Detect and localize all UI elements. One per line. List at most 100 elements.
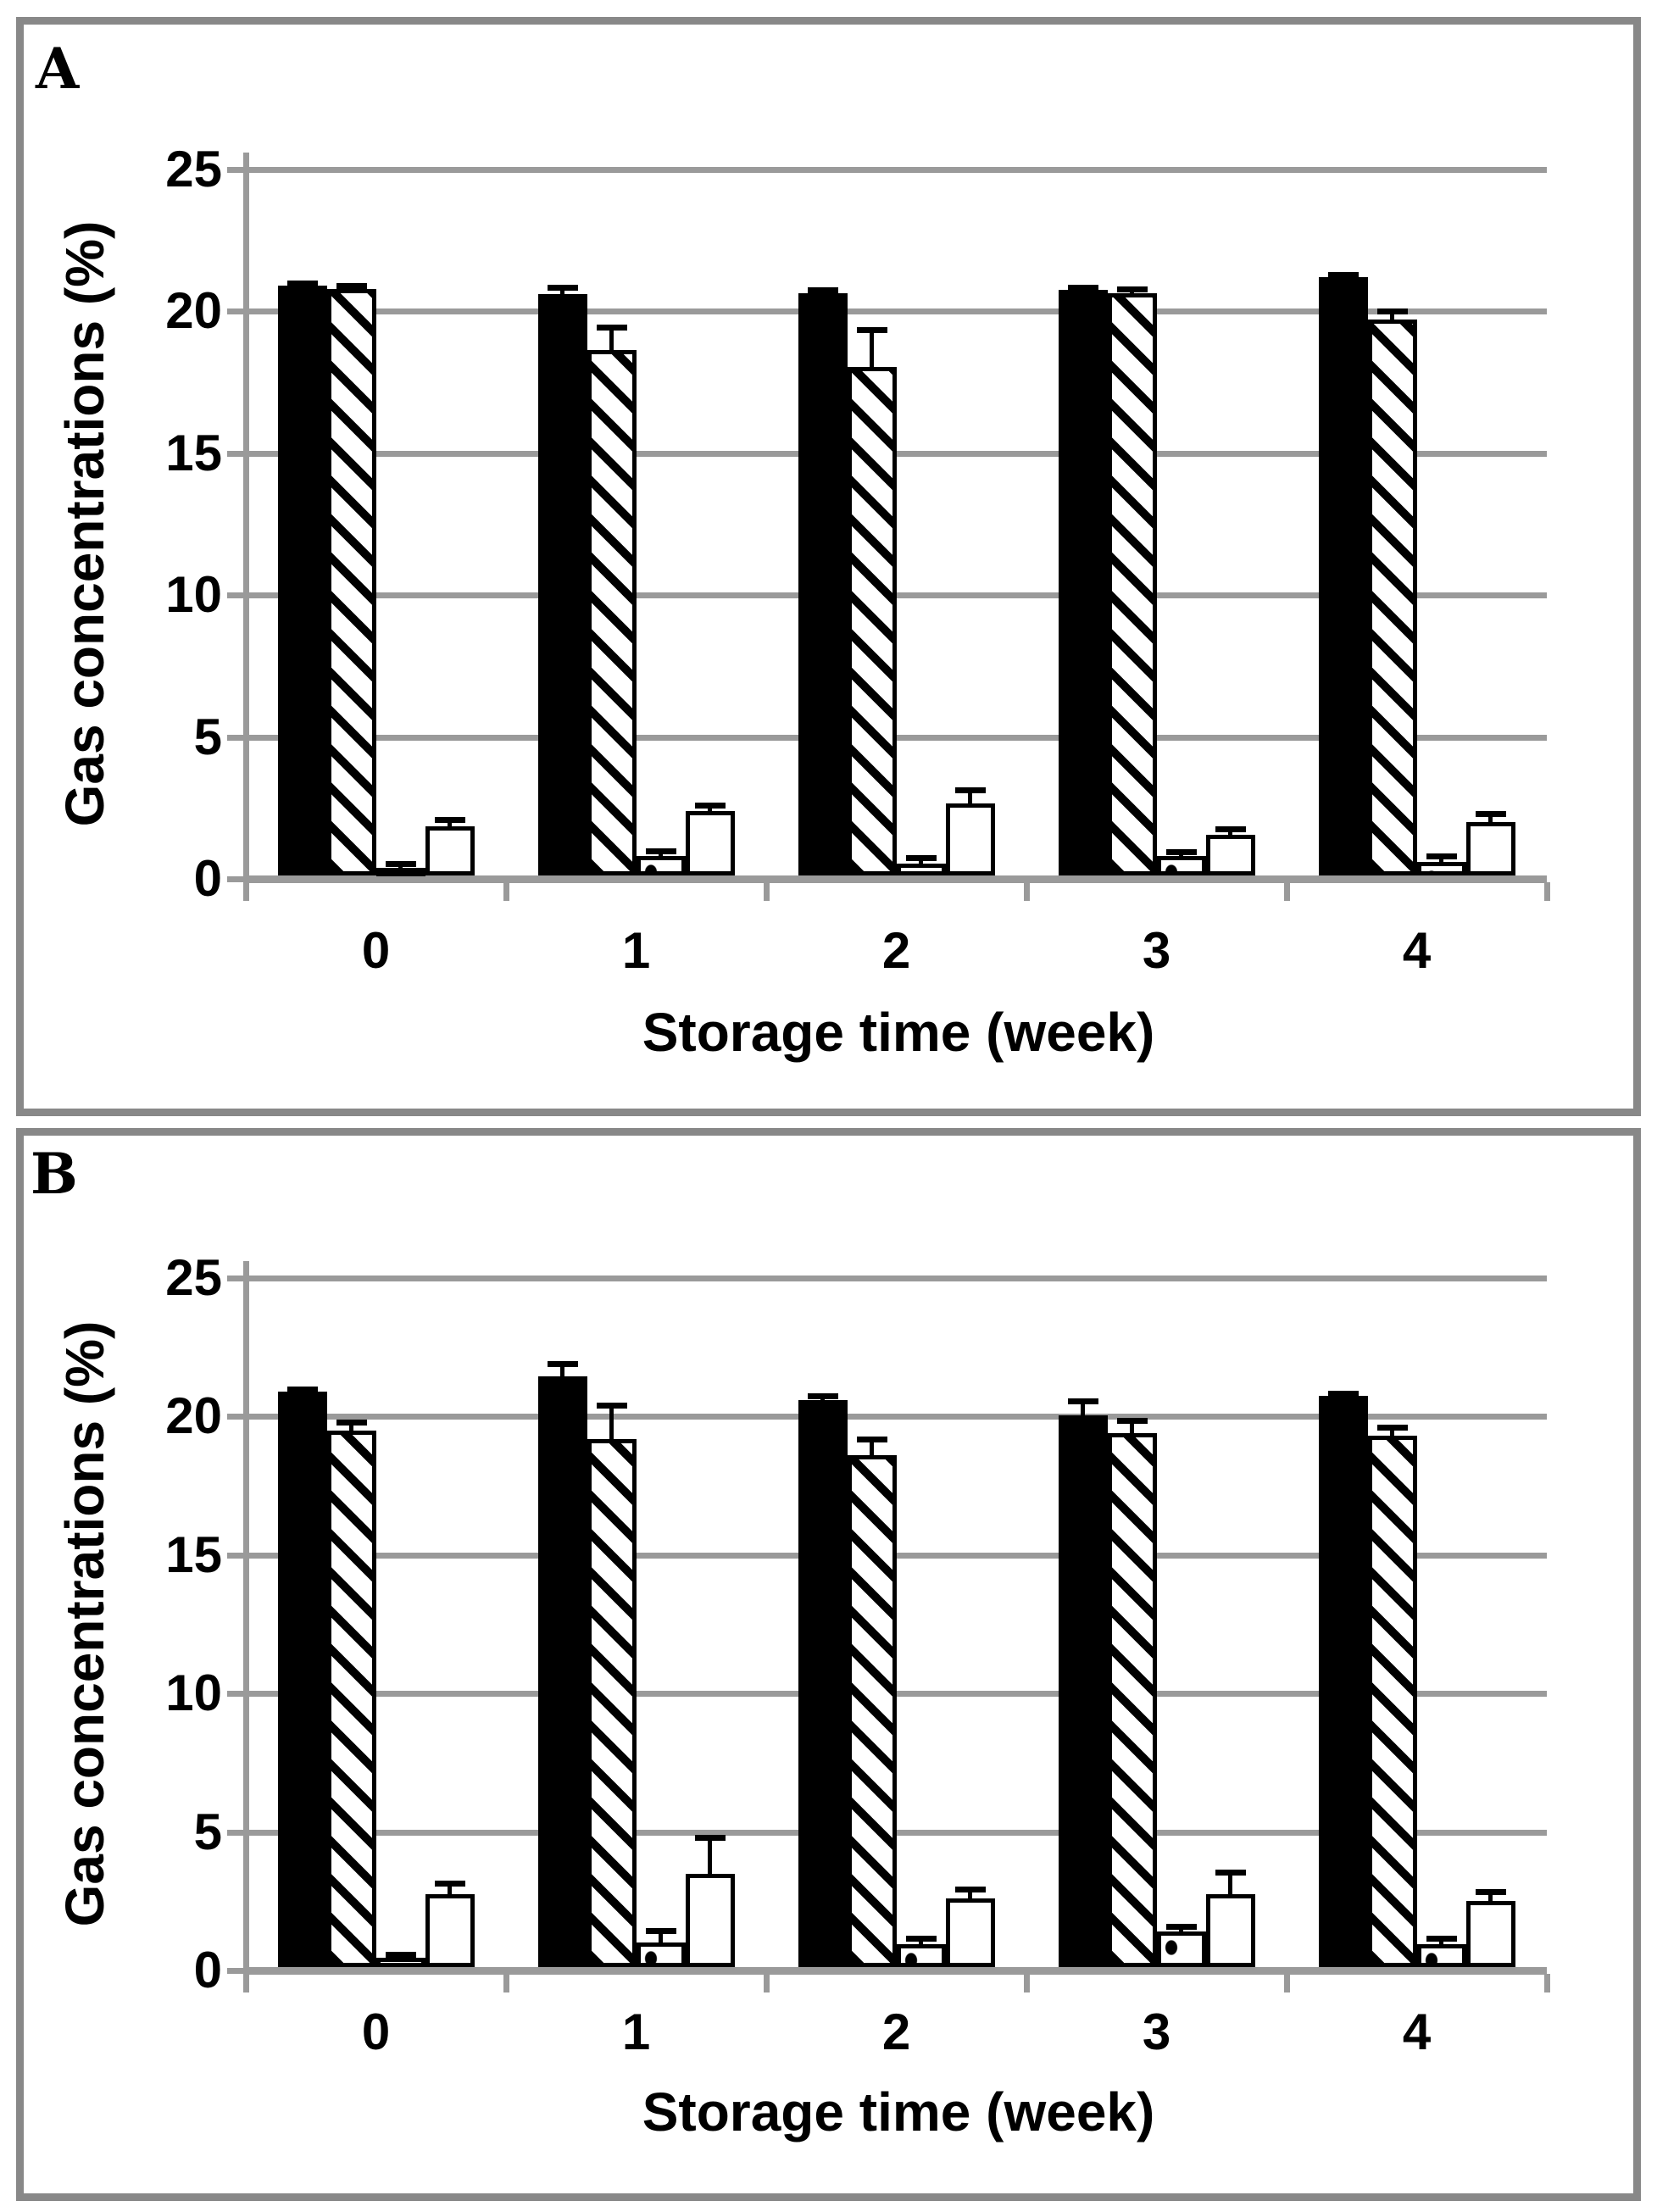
x-tick xyxy=(1544,882,1550,901)
y-tick-label: 10 xyxy=(165,1665,222,1722)
y-tick xyxy=(227,592,246,599)
x-axis-line xyxy=(246,1967,1547,1975)
gridline xyxy=(246,308,1547,315)
error-bar-cap xyxy=(1165,1923,1197,1930)
error-bar-line xyxy=(560,286,564,295)
y-tick-label: 20 xyxy=(165,1387,222,1445)
x-tick-label: 0 xyxy=(361,922,391,979)
open-white-bar xyxy=(685,810,735,875)
error-bar-line xyxy=(659,1930,663,1943)
y-axis-line xyxy=(243,153,249,898)
solid-black-bar xyxy=(1318,277,1368,875)
error-bar-cap xyxy=(547,1361,578,1368)
error-bar-cap xyxy=(434,1881,465,1887)
error-bar-cap xyxy=(856,1436,887,1442)
dotted-bar xyxy=(1416,1943,1466,1967)
y-tick-label: 0 xyxy=(193,850,222,907)
error-bar-cap xyxy=(807,1392,838,1399)
x-tick-label: 1 xyxy=(621,922,651,979)
y-tick-label: 5 xyxy=(193,1803,222,1860)
solid-black-bar xyxy=(277,286,327,875)
diagonal-hatched-bar xyxy=(847,1455,897,1967)
x-tick-label: 2 xyxy=(881,2004,911,2060)
error-bar-cap xyxy=(645,848,676,854)
gridline xyxy=(246,1691,1547,1698)
error-bar-line xyxy=(870,330,874,367)
solid-black-bar xyxy=(277,1391,327,1967)
gridline xyxy=(246,450,1547,457)
x-tick xyxy=(1284,1974,1290,1992)
gridline xyxy=(246,1414,1547,1420)
y-tick-label: 15 xyxy=(165,1526,222,1583)
x-tick xyxy=(1544,1974,1550,1992)
open-white-bar xyxy=(685,1873,735,1967)
x-tick-label: 2 xyxy=(881,922,911,979)
error-bar-cap xyxy=(385,1952,416,1959)
error-bar-cap xyxy=(1376,308,1408,315)
error-bar-cap xyxy=(286,1386,318,1392)
error-bar-line xyxy=(1390,1427,1394,1437)
x-tick xyxy=(764,1974,770,1992)
error-bar-line xyxy=(448,819,452,827)
error-bar-cap xyxy=(596,324,627,331)
y-tick xyxy=(227,734,246,741)
diagonal-hatched-bar xyxy=(587,1438,637,1967)
solid-black-bar xyxy=(537,294,587,875)
error-bar-line xyxy=(708,1837,712,1874)
error-bar-line xyxy=(448,1883,452,1895)
error-bar-cap xyxy=(954,786,986,793)
x-tick-label: 3 xyxy=(1142,922,1171,979)
error-bar-cap xyxy=(694,802,726,809)
error-bar-cap xyxy=(645,1927,676,1934)
solid-black-bar xyxy=(798,292,848,875)
x-tick-label: 4 xyxy=(1402,2004,1432,2060)
solid-black-bar xyxy=(1318,1395,1368,1967)
open-white-bar xyxy=(945,803,995,875)
panel-b-label: B xyxy=(31,1141,78,1207)
diagonal-hatched-bar xyxy=(1367,320,1417,875)
diagonal-hatched-bar xyxy=(1367,1436,1417,1967)
error-bar-line xyxy=(968,789,972,804)
error-bar-line xyxy=(560,1364,564,1376)
gridline xyxy=(246,167,1547,173)
error-bar-cap xyxy=(434,816,465,823)
error-bar-cap xyxy=(1327,271,1359,278)
solid-black-bar xyxy=(798,1399,848,1967)
error-bar-line xyxy=(870,1438,874,1456)
error-bar-cap xyxy=(1426,1936,1457,1942)
error-bar-line xyxy=(1488,813,1493,823)
error-bar-line xyxy=(1130,1420,1134,1433)
diagonal-hatched-bar xyxy=(847,366,897,875)
dotted-bar xyxy=(375,867,425,876)
y-tick xyxy=(227,1276,246,1281)
error-bar-line xyxy=(1081,1401,1085,1415)
x-tick-label: 0 xyxy=(361,2004,391,2060)
error-bar-cap xyxy=(905,854,937,861)
error-bar-cap xyxy=(905,1936,937,1942)
x-axis-title-a: Storage time (week) xyxy=(642,1002,1155,1063)
y-tick-label: 20 xyxy=(165,282,222,340)
y-tick xyxy=(227,1414,246,1420)
solid-black-bar xyxy=(1058,290,1108,875)
dotted-bar xyxy=(636,856,686,875)
x-tick xyxy=(503,1974,509,1992)
diagonal-hatched-bar xyxy=(587,349,637,875)
diagonal-hatched-bar xyxy=(1107,1433,1157,1967)
y-tick xyxy=(227,167,246,173)
error-bar-cap xyxy=(807,287,838,294)
dotted-bar xyxy=(896,1943,946,1967)
dotted-bar xyxy=(636,1942,686,1967)
error-bar-cap xyxy=(1215,1869,1246,1876)
error-bar-cap xyxy=(1165,849,1197,856)
error-bar-cap xyxy=(954,1886,986,1892)
x-tick xyxy=(503,882,509,901)
y-tick xyxy=(227,308,246,315)
error-bar-line xyxy=(1390,311,1394,320)
solid-black-bar xyxy=(1058,1414,1108,1967)
dotted-bar xyxy=(1156,1931,1206,1967)
error-bar-cap xyxy=(1376,1425,1408,1431)
error-bar-cap xyxy=(856,327,887,334)
error-bar-cap xyxy=(1067,284,1098,291)
x-tick xyxy=(243,1974,249,1992)
